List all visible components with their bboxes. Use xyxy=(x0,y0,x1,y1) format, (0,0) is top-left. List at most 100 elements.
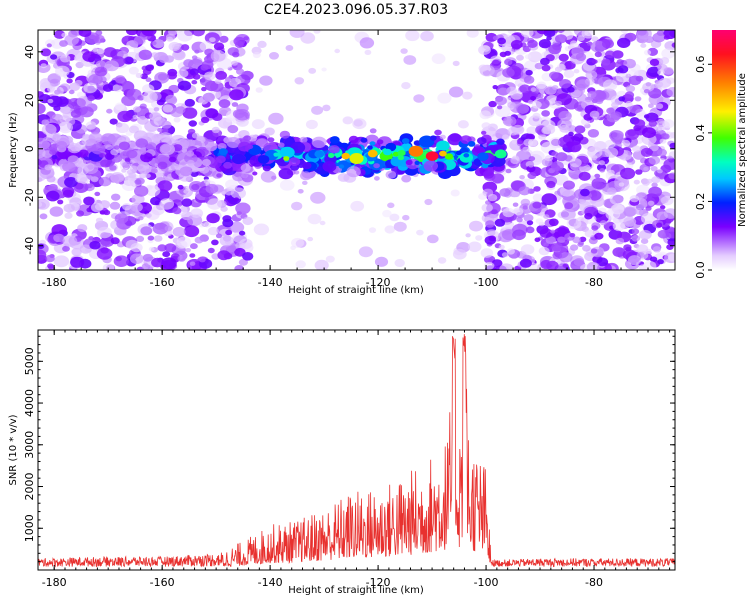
heatmap-cell xyxy=(99,210,106,215)
heatmap-cell xyxy=(457,120,469,129)
heatmap-cell xyxy=(59,115,71,124)
heatmap-cell xyxy=(179,166,193,177)
heatmap-cell xyxy=(160,144,172,153)
heatmap-cell xyxy=(651,182,658,188)
heatmap-cell xyxy=(629,195,640,203)
heatmap-cell xyxy=(186,150,195,157)
heatmap-cell xyxy=(564,155,573,162)
heatmap-cell xyxy=(300,171,312,181)
heatmap-cell xyxy=(548,218,559,227)
heatmap-cell xyxy=(628,75,642,86)
heatmap-cell xyxy=(132,114,139,120)
heatmap-cell xyxy=(400,48,408,54)
heatmap-cell xyxy=(142,253,153,262)
heatmap-cell xyxy=(111,80,117,85)
heatmap-cell xyxy=(205,108,219,119)
heatmap-cell xyxy=(491,59,501,67)
heatmap-cell xyxy=(126,149,138,159)
heatmap-cell xyxy=(649,144,659,152)
heatmap-cell xyxy=(98,176,112,187)
heatmap-cell xyxy=(662,119,675,129)
heatmap-cell xyxy=(225,179,239,190)
heatmap-cell xyxy=(568,131,574,137)
heatmap-cell xyxy=(219,35,229,43)
heatmap-cell xyxy=(531,101,542,109)
heatmap-cell xyxy=(216,173,222,178)
heatmap-cell xyxy=(579,236,587,242)
heatmap-cell xyxy=(181,198,193,207)
heatmap-cell xyxy=(657,148,667,157)
heatmap-cell xyxy=(532,193,544,202)
heatmap-cell xyxy=(240,163,251,172)
heatmap-cell xyxy=(518,186,531,196)
heatmap-cell xyxy=(481,130,487,135)
heatmap-cell xyxy=(506,86,517,95)
heatmap-cell xyxy=(350,200,365,212)
heatmap-cell xyxy=(238,258,248,266)
heatmap-cell xyxy=(591,59,598,64)
heatmap-cell xyxy=(587,190,602,201)
heatmap-cell xyxy=(587,146,603,159)
heatmap-cell xyxy=(656,126,663,132)
colorbar-tick-label: 0.4 xyxy=(694,124,707,142)
heatmap-cell xyxy=(202,92,215,103)
heatmap-cell xyxy=(656,211,668,221)
heatmap-cell xyxy=(625,162,634,169)
heatmap-cell xyxy=(218,99,231,108)
heatmap-cell xyxy=(558,110,572,122)
heatmap-cell xyxy=(141,263,151,270)
heatmap-cell xyxy=(40,48,52,57)
heatmap-cell xyxy=(367,149,378,158)
heatmap-cell xyxy=(648,156,660,165)
heatmap-cell xyxy=(313,30,321,34)
heatmap-cell xyxy=(268,112,284,125)
heatmap-cell xyxy=(620,167,636,180)
heatmap-cell xyxy=(255,87,263,93)
heatmap-cell xyxy=(314,150,325,158)
heatmap-cell xyxy=(342,116,354,125)
heatmap-cell xyxy=(477,137,487,145)
heatmap-cell xyxy=(158,55,170,63)
heatmap-cell xyxy=(44,164,53,171)
heatmap-cell xyxy=(156,99,165,106)
heatmap-cell xyxy=(643,49,652,56)
heatmap-cell xyxy=(607,187,617,195)
x-tick-label: -180 xyxy=(42,276,67,289)
heatmap-cell xyxy=(585,70,598,80)
heatmap-cell xyxy=(487,193,498,202)
heatmap-cell xyxy=(59,54,71,63)
heatmap-cell xyxy=(537,93,544,99)
heatmap-cell xyxy=(429,135,437,141)
snr-y-ticks: 1000 2000 3000 4000 5000 xyxy=(23,335,675,563)
heatmap-cell xyxy=(126,30,138,36)
heatmap-cell xyxy=(403,55,417,65)
heatmap-cell xyxy=(157,180,173,192)
heatmap-cell xyxy=(475,235,483,241)
heatmap-cell xyxy=(519,175,525,180)
heatmap-cell xyxy=(317,166,323,171)
heatmap-cell xyxy=(627,255,642,266)
heatmap-cell xyxy=(573,69,580,74)
heatmap-cell xyxy=(50,132,62,141)
heatmap-cell xyxy=(374,256,389,267)
heatmap-cell xyxy=(176,236,192,248)
heatmap-cell xyxy=(526,126,538,135)
heatmap-cell xyxy=(173,144,183,152)
heatmap-cell xyxy=(88,74,103,86)
heatmap-cell xyxy=(164,225,173,232)
x-tick-label: -120 xyxy=(366,276,391,289)
heatmap-cell xyxy=(660,205,666,210)
heatmap-cell xyxy=(401,82,411,90)
heatmap-cell xyxy=(466,30,479,38)
heatmap-cell xyxy=(368,227,377,233)
heatmap-cell xyxy=(184,98,195,107)
heatmap-cell xyxy=(539,228,553,239)
heatmap-cell xyxy=(94,191,101,197)
heatmap-cell xyxy=(215,233,223,239)
heatmap-cell xyxy=(660,57,670,65)
heatmap-cell xyxy=(620,30,629,34)
heatmap-cell xyxy=(126,88,142,101)
heatmap-cell xyxy=(605,50,615,59)
heatmap-cell xyxy=(558,53,569,62)
heatmap-cell xyxy=(652,32,666,43)
